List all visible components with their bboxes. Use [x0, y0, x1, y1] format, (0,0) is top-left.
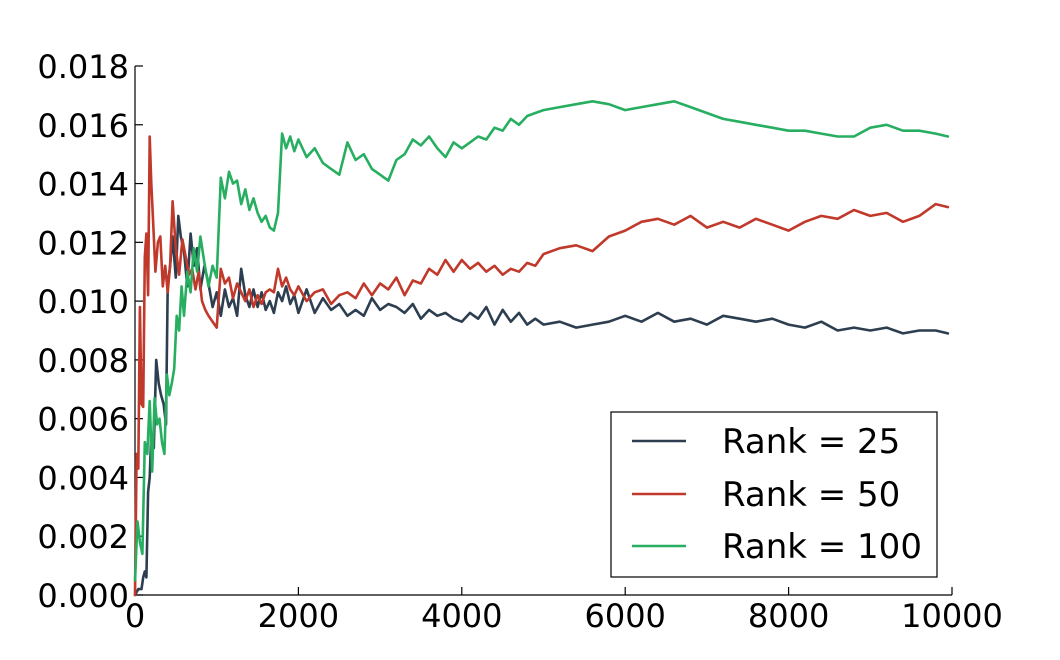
y-tick-label: 0.004 — [37, 459, 129, 497]
y-tick-label: 0.018 — [37, 48, 129, 86]
y-tick-label: 0.010 — [37, 283, 129, 321]
y-tick-label: 0.000 — [37, 577, 129, 615]
x-tick-label: 4000 — [421, 597, 502, 635]
y-tick-label: 0.008 — [37, 342, 129, 380]
legend: Rank = 25 Rank = 50 Rank = 100 — [610, 411, 938, 578]
legend-label-rank-100: Rank = 100 — [722, 527, 922, 567]
y-axis: 0.000 0.002 0.004 0.006 0.008 0.010 0.012 0.014… — [37, 48, 143, 615]
x-tick-label: 8000 — [748, 597, 829, 635]
y-tick-label: 0.016 — [37, 107, 129, 145]
y-tick-label: 0.012 — [37, 224, 129, 262]
plot-area — [133, 100, 950, 597]
series-line-rank-50 — [133, 135, 950, 597]
legend-label-rank-25: Rank = 25 — [722, 422, 900, 462]
series-line-rank-25 — [133, 214, 950, 597]
y-tick-label: 0.002 — [37, 518, 129, 556]
series-line-rank-100 — [133, 100, 950, 582]
x-axis: 0 2000 4000 6000 8000 10000 — [125, 587, 1003, 635]
x-tick-label: 0 — [125, 597, 145, 635]
legend-label-rank-50: Rank = 50 — [722, 475, 900, 515]
y-tick-label: 0.014 — [37, 166, 129, 204]
y-tick-label: 0.006 — [37, 401, 129, 439]
x-tick-label: 10000 — [901, 597, 1003, 635]
x-tick-label: 2000 — [258, 597, 339, 635]
x-tick-label: 6000 — [584, 597, 665, 635]
